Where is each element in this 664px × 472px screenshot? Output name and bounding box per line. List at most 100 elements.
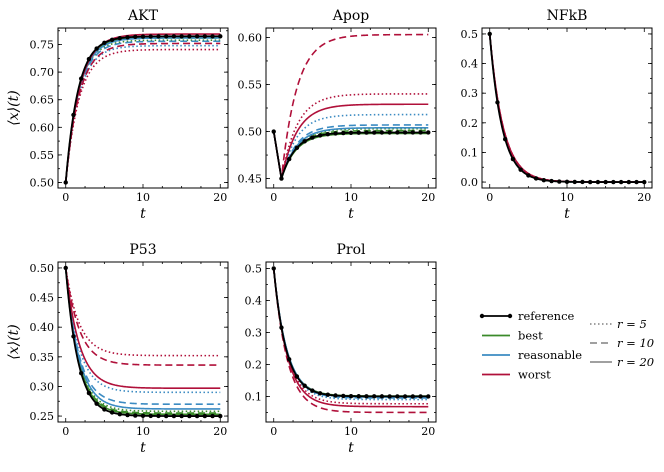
series-line-worst-r10 [64, 42, 221, 183]
axes-frame [57, 27, 229, 189]
series-line-worst-r5 [64, 48, 221, 183]
reference-marker [341, 393, 346, 399]
y-tick-label: 0.75 [30, 39, 55, 52]
x-tick-label: 0 [270, 191, 277, 204]
x-axis-label: t [140, 206, 146, 222]
y-axis-label: ⟨x⟩(t) [6, 324, 22, 359]
reference-marker [549, 178, 554, 184]
y-tick-label: 0.60 [30, 121, 55, 134]
y-tick-label: 0.55 [238, 78, 263, 91]
reference-marker [102, 407, 107, 412]
y-tick-label: 0.2 [245, 358, 263, 371]
series-line-reasonable-r10 [272, 124, 429, 179]
y-tick-label: 0.55 [30, 149, 55, 162]
legend-rank-label: r = 5 [617, 317, 647, 331]
reference-marker [371, 130, 377, 135]
reference-marker [279, 176, 284, 181]
series-line-worst-r10 [64, 267, 221, 366]
reference-marker [148, 34, 153, 39]
series-line-worst-r20 [64, 267, 221, 390]
reference-marker [642, 179, 647, 185]
y-tick-label: 0.50 [30, 262, 55, 275]
y-tick-label: 0.50 [30, 176, 55, 189]
reference-marker [133, 413, 138, 418]
legend-label-best: best [518, 329, 543, 343]
reference-marker [163, 413, 169, 419]
legend-label-worst: worst [518, 368, 551, 382]
series-line-worst-r5 [272, 268, 429, 405]
reference-marker [94, 46, 99, 51]
reference-marker [133, 34, 138, 40]
reference-marker [86, 390, 92, 396]
reference-marker [510, 156, 516, 162]
reference-marker [426, 130, 431, 135]
reference-marker [210, 34, 215, 39]
reference-marker [63, 265, 68, 271]
reference-marker [117, 411, 123, 417]
reference-marker [202, 34, 208, 39]
y-tick-label: 0.45 [238, 173, 263, 186]
reference-marker [395, 130, 400, 135]
series-line-reasonable-r5 [272, 268, 429, 401]
reference-marker [171, 34, 177, 39]
series-line-reasonable-r5 [64, 267, 221, 394]
series-line-worst-r20 [64, 33, 221, 183]
reference-marker [302, 139, 307, 144]
x-tick-label: 10 [560, 191, 574, 204]
reference-marker [402, 130, 408, 135]
reference-marker [418, 130, 423, 135]
y-tick-label: 0.45 [30, 292, 55, 305]
legend: reference best reasonable worst r = 5 r = 10 r… [479, 309, 654, 382]
reference-marker [572, 179, 577, 185]
panel-title: Apop [332, 8, 370, 24]
series-line-worst-r20 [272, 103, 429, 179]
x-axis-label: t [348, 206, 354, 222]
reference-marker [63, 180, 68, 185]
reference-marker [109, 410, 115, 415]
series-line-best-r20 [272, 131, 429, 179]
legend-rank-label: r = 10 [617, 336, 654, 350]
y-tick-label: 0.25 [30, 410, 55, 423]
reference-marker [179, 413, 184, 419]
reference-marker [71, 112, 76, 118]
reference-marker [410, 130, 416, 135]
x-axis-label: t [348, 440, 354, 456]
reference-marker [557, 179, 562, 184]
panel-title: Prol [336, 242, 366, 258]
series-line-worst-r5 [272, 93, 429, 179]
reference-marker [163, 34, 169, 39]
y-axis-label: ⟨x⟩(t) [6, 90, 22, 125]
reference-marker [94, 401, 99, 406]
series-line-reasonable-r10 [64, 40, 221, 183]
reference-marker [109, 37, 115, 43]
reference-marker [171, 413, 177, 419]
x-tick-label: 10 [136, 191, 150, 204]
x-tick-label: 20 [421, 191, 435, 204]
reference-marker [395, 394, 400, 399]
x-tick-label: 0 [270, 425, 277, 438]
x-tick-label: 0 [62, 191, 69, 204]
y-tick-label: 0.3 [245, 326, 263, 339]
reference-marker [302, 383, 307, 388]
reference-marker [102, 40, 107, 46]
reference-marker [286, 156, 292, 162]
reference-marker [518, 167, 523, 172]
legend-rank-label: r = 20 [617, 355, 654, 369]
y-tick-label: 0.70 [30, 66, 55, 79]
reference-marker [78, 76, 84, 81]
y-tick-label: 0.35 [30, 351, 55, 364]
series-line-reasonable-r5 [272, 113, 429, 179]
reference-marker [379, 130, 385, 135]
legend-label-reasonable: reasonable [518, 348, 582, 362]
reference-marker [78, 371, 84, 376]
reference-marker [418, 394, 423, 399]
reference-marker [502, 137, 508, 142]
reference-marker [580, 179, 585, 185]
x-tick-label: 20 [213, 425, 227, 438]
reference-marker [279, 325, 284, 330]
panel-title: P53 [129, 242, 156, 258]
series-line-best-r10 [272, 129, 429, 179]
series-line-best-r5 [64, 39, 221, 183]
y-tick-label: 0.1 [461, 146, 479, 159]
panel-akt: AKT 0 10 20 0.50 0.55 0.60 0.65 0.70 0.75 t ⟨x⟩(t) [6, 8, 229, 222]
